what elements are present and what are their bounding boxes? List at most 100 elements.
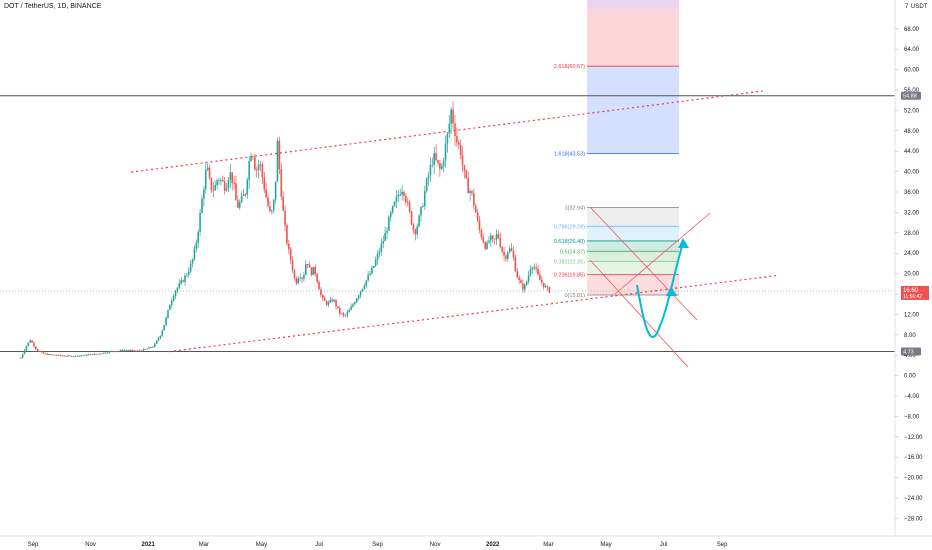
- candle-body: [152, 346, 154, 348]
- resistance-price-badge: [901, 91, 921, 100]
- candle-body: [231, 172, 233, 183]
- candle-body: [505, 255, 507, 259]
- candle-body: [495, 233, 498, 240]
- candle-body: [395, 196, 398, 202]
- candle-body: [401, 191, 403, 195]
- descending-channel-upper[interactable]: [589, 206, 698, 321]
- candle-body: [84, 354, 86, 356]
- time-label: 2021: [141, 542, 155, 548]
- descending-channel-lower[interactable]: [589, 259, 689, 368]
- fib-level-label: 0(15.81): [565, 293, 586, 299]
- candle-body: [329, 299, 332, 303]
- candle-body: [410, 211, 413, 225]
- candle-body: [208, 167, 211, 178]
- candle-body: [448, 123, 451, 134]
- candle-body: [99, 353, 101, 355]
- candle-body: [380, 243, 383, 252]
- fib-labels: 0(15.81) 0.236(19.85) 0.382(22.35) 0.5(24.3…: [554, 64, 585, 299]
- candle-body: [216, 180, 218, 186]
- candle-body: [541, 279, 543, 283]
- candle-body: [537, 268, 539, 275]
- candle-body: [25, 346, 28, 351]
- candle-body: [354, 302, 356, 305]
- candle-body: [225, 188, 228, 191]
- candle-body: [135, 350, 137, 352]
- candle-body: [310, 267, 313, 276]
- time-label: May: [600, 542, 611, 548]
- candle-body: [265, 189, 267, 198]
- projection-path[interactable]: [636, 242, 684, 338]
- candle-body: [499, 237, 502, 248]
- candle-body: [220, 179, 222, 181]
- candle-body: [155, 340, 158, 344]
- candle-body: [238, 202, 241, 208]
- candle-body: [125, 350, 128, 352]
- candle-body: [186, 274, 188, 276]
- candle-body: [242, 194, 245, 196]
- candle-body: [78, 355, 81, 357]
- candle-body: [408, 202, 411, 212]
- candle-body: [244, 194, 247, 196]
- candle-body: [405, 195, 407, 203]
- candle-body: [136, 350, 139, 352]
- candle-body: [365, 280, 368, 286]
- candle-body: [63, 355, 65, 357]
- candle-body: [465, 170, 468, 179]
- candle-body: [246, 179, 249, 195]
- candle-body: [76, 355, 79, 357]
- candle-body: [429, 164, 432, 176]
- candle-body: [363, 285, 366, 289]
- candle-body: [399, 194, 402, 196]
- price-tick-label: 40.00: [904, 170, 920, 176]
- candle-body: [378, 251, 381, 254]
- candle-body: [163, 325, 166, 331]
- candle-body: [467, 178, 469, 194]
- chart-symbol-header: DOT / TetherUS, 1D, BINANCE: [4, 3, 102, 10]
- candle-body: [276, 140, 279, 182]
- breakout-line[interactable]: [614, 212, 711, 295]
- candle-body: [348, 309, 351, 313]
- candle-body: [21, 353, 24, 358]
- candle-body: [457, 142, 460, 145]
- candle-body: [522, 283, 524, 290]
- candle-body: [446, 133, 449, 144]
- candle-body: [463, 165, 466, 171]
- candle-body: [35, 346, 37, 350]
- candle-body: [123, 350, 126, 352]
- candle-body: [103, 352, 105, 354]
- candle-body: [452, 109, 454, 124]
- candle-body: [97, 353, 99, 355]
- candle-body: [323, 298, 326, 301]
- lower-trendline[interactable]: [168, 275, 777, 353]
- candle-body: [480, 229, 483, 238]
- candle-body: [337, 306, 339, 309]
- candle-body: [369, 273, 371, 276]
- candle-body: [488, 240, 490, 243]
- projection: [636, 238, 689, 338]
- candle-body: [384, 232, 386, 242]
- candle-body: [182, 280, 184, 282]
- candle-body: [425, 178, 428, 192]
- current-price-label: 16.60: [903, 288, 919, 294]
- candle-body: [406, 202, 409, 203]
- candle-body: [382, 241, 385, 244]
- time-axis: Sep Nov 2021 Mar May Jul Sep Nov 2022 Mar May Jul Se…: [0, 535, 932, 550]
- candle-body: [240, 195, 243, 203]
- candle-body: [80, 355, 82, 357]
- candle-body: [450, 109, 452, 124]
- upper-trendline[interactable]: [131, 90, 763, 173]
- fib-band: [587, 226, 679, 241]
- candle-body: [389, 212, 392, 217]
- candle-body: [195, 242, 198, 249]
- candle-body: [170, 300, 173, 306]
- candle-body: [57, 354, 60, 356]
- candle-body: [269, 206, 271, 212]
- candle-body: [148, 347, 150, 349]
- candle-body: [542, 282, 545, 288]
- candle-body: [237, 200, 239, 208]
- candle-body: [218, 180, 220, 181]
- candle-body: [86, 354, 88, 356]
- price-tick-label: −16.00: [904, 455, 923, 461]
- fib-level-label: 0.618(26.40): [554, 239, 585, 245]
